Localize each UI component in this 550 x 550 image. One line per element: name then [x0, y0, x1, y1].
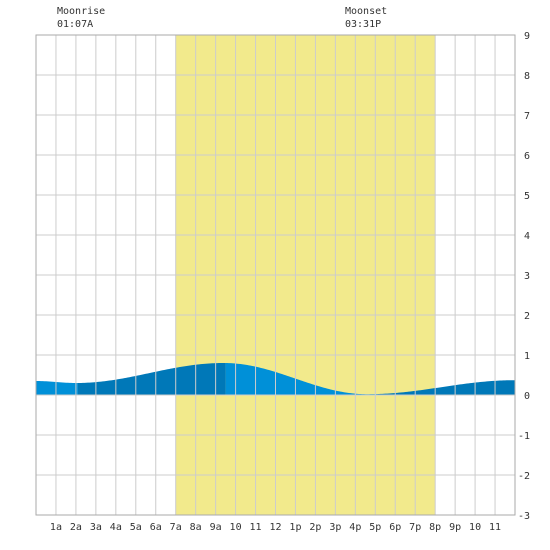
y-tick-label: 4	[524, 231, 530, 242]
x-tick-label: 2p	[309, 522, 321, 533]
x-tick-label: 2a	[70, 522, 82, 533]
x-tick-label: 4p	[349, 522, 361, 533]
y-tick-label: 9	[524, 31, 530, 42]
y-tick-label: 0	[524, 391, 530, 402]
y-tick-label: 8	[524, 71, 530, 82]
x-tick-label: 7p	[409, 522, 421, 533]
x-tick-label: 8a	[190, 522, 202, 533]
y-tick-label: 6	[524, 151, 530, 162]
moonset-time: 03:31P	[345, 19, 382, 30]
y-tick-label: 1	[524, 351, 530, 362]
tide-area-4	[377, 380, 515, 395]
x-tick-label: 1a	[50, 522, 62, 533]
x-tick-label: 9a	[210, 522, 222, 533]
moonset-label: Moonset	[345, 6, 388, 17]
y-tick-label: 3	[524, 271, 530, 282]
x-tick-label: 5a	[130, 522, 142, 533]
x-tick-label: 1p	[289, 522, 301, 533]
x-tick-label: 9p	[449, 522, 461, 533]
y-tick-label: -1	[518, 431, 530, 442]
x-tick-label: 3p	[329, 522, 341, 533]
x-tick-label: 10	[230, 522, 242, 533]
x-tick-label: 5p	[369, 522, 381, 533]
y-tick-label: -3	[518, 511, 530, 522]
x-tick-label: 11	[489, 522, 501, 533]
tide-area-2	[77, 363, 226, 395]
x-tick-label: 6p	[389, 522, 401, 533]
x-tick-label: 12	[269, 522, 281, 533]
x-tick-label: 8p	[429, 522, 441, 533]
moonrise-label: Moonrise	[57, 6, 106, 17]
x-tick-label: 3a	[90, 522, 102, 533]
y-tick-label: -2	[518, 471, 530, 482]
x-tick-label: 11	[250, 522, 262, 533]
tide-area-1	[36, 381, 78, 395]
y-tick-label: 5	[524, 191, 530, 202]
plot-frame	[35, 34, 516, 516]
y-tick-label: 2	[524, 311, 530, 322]
x-tick-label: 4a	[110, 522, 122, 533]
tide-area-3	[225, 363, 378, 395]
moonrise-time: 01:07A	[57, 19, 94, 30]
x-tick-label: 10	[469, 522, 481, 533]
y-tick-label: 7	[524, 111, 530, 122]
x-tick-label: 6a	[150, 522, 162, 533]
x-tick-label: 7a	[170, 522, 182, 533]
